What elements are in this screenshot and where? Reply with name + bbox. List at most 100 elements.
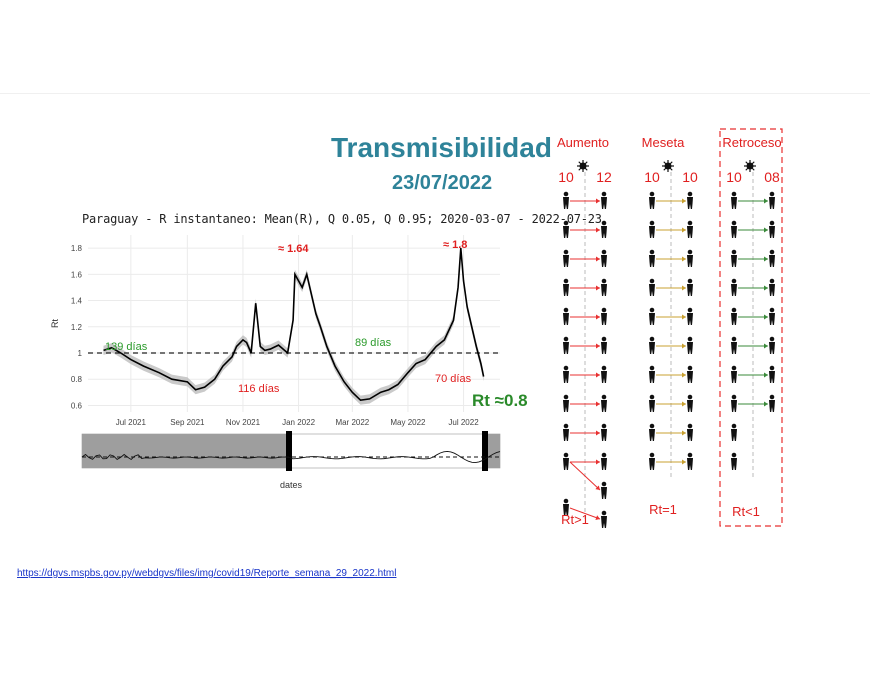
report-date: 23/07/2022 [392,172,493,194]
person-head [731,423,737,429]
arrow-head [596,285,600,291]
person-head [649,278,655,284]
person-head [601,249,607,255]
person-body [687,342,693,354]
column-caption: Rt=1 [649,502,677,517]
arrow-head [682,314,686,320]
person-icon [649,191,655,209]
person-body [687,284,693,296]
person-icon [649,307,655,325]
transmission-arrow [569,461,601,491]
arrow-head [682,227,686,233]
person-head [687,336,693,342]
person-icon [687,191,693,209]
person-body [649,197,655,209]
person-head [687,394,693,400]
arrow-head [596,459,600,465]
person-head [601,394,607,400]
person-head [649,249,655,255]
person-head [731,365,737,371]
person-body [687,371,693,383]
person-body [687,458,693,470]
person-head [601,220,607,226]
person-icon [687,452,693,470]
virus-spike [578,161,584,167]
person-icon [731,191,737,209]
y-axis-label: Rt [50,319,60,328]
person-icon [769,336,775,354]
person-body [687,429,693,441]
person-body [601,226,607,238]
diagram-column-1: Meseta 10 10 Rt=1 [642,135,698,517]
source-link[interactable]: https://dgvs.mspbs.gov.py/webdgvs/files/… [17,568,397,579]
person-head [687,249,693,255]
person-icon [731,278,737,296]
person-icon [687,249,693,267]
arrow-head [682,256,686,262]
arrow-head [682,343,686,349]
person-body [601,400,607,412]
person-body [731,313,737,325]
person-icon [563,423,569,441]
person-body [601,458,607,470]
y-tick-label: 0.8 [71,375,83,384]
count-before: 10 [726,169,742,185]
person-icon [601,191,607,209]
overview-handle-right [482,431,488,471]
person-icon [563,220,569,238]
person-icon [649,336,655,354]
x-tick-label: Mar 2022 [335,418,369,427]
person-body [769,255,775,267]
virus-spike [667,161,673,167]
virus-spike [663,165,669,171]
x-tick-label: Jul 2022 [448,418,479,427]
person-head [731,220,737,226]
count-after: 12 [596,169,612,185]
arrow-head [764,372,768,378]
arrow-head [764,198,768,204]
person-head [601,336,607,342]
person-body [563,284,569,296]
person-head [563,220,569,226]
person-icon [769,278,775,296]
person-icon [563,278,569,296]
person-head [563,249,569,255]
person-body [563,458,569,470]
person-icon [731,220,737,238]
arrow-head [682,459,686,465]
person-head [601,365,607,371]
person-icon [731,307,737,325]
column-label: Aumento [557,135,609,150]
person-icon [769,307,775,325]
y-tick-label: 1.4 [71,297,83,306]
person-body [563,226,569,238]
count-after: 10 [682,169,698,185]
person-icon [731,394,737,412]
person-body [601,516,607,528]
arrow-head [595,515,600,520]
person-head [563,365,569,371]
person-head [687,191,693,197]
person-head [601,191,607,197]
virus-spike [663,161,669,167]
x-tick-label: Nov 2021 [226,418,261,427]
column-label: Retroceso [722,135,781,150]
overview-panel: dates [81,431,501,490]
person-icon [769,191,775,209]
person-icon [769,394,775,412]
annotation-label: 139 días [105,341,148,353]
person-icon [601,481,607,499]
person-icon [687,220,693,238]
y-tick-label: 0.6 [71,401,83,410]
person-icon [687,423,693,441]
overview-series-line [81,450,501,464]
person-head [649,452,655,458]
person-icon [687,365,693,383]
person-body [649,400,655,412]
person-icon [563,336,569,354]
arrow-head [596,314,600,320]
person-body [687,226,693,238]
person-head [649,365,655,371]
person-head [769,307,775,313]
column-label: Meseta [642,135,685,150]
